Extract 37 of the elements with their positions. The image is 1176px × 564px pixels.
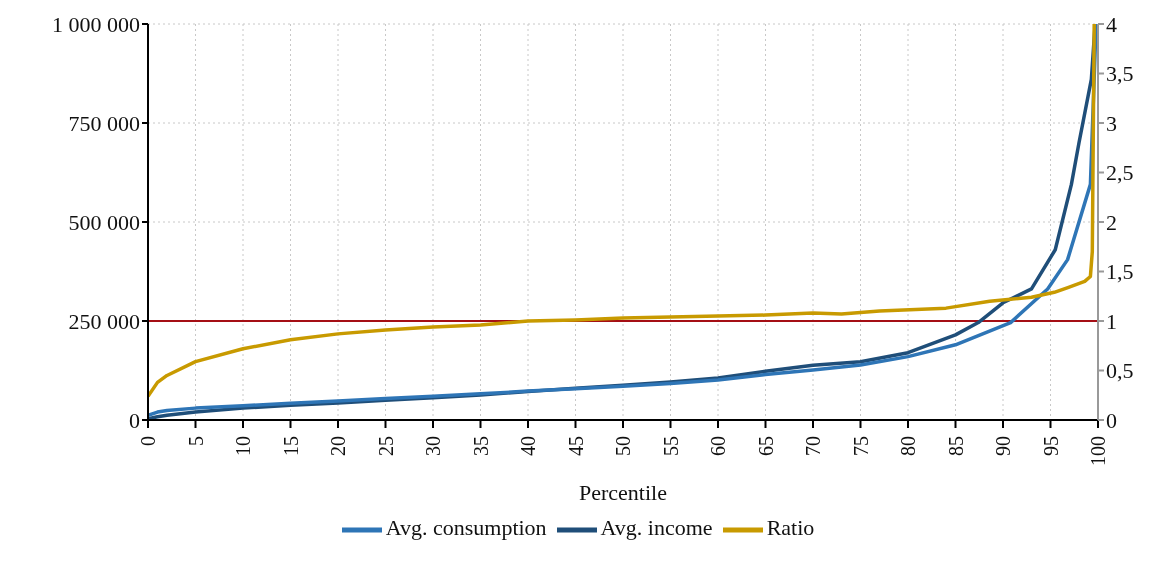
x-tick-label: 50 (612, 436, 634, 456)
x-tick-label: 0 (137, 436, 159, 446)
x-tick-label: 35 (469, 436, 492, 456)
x-tick-label: 60 (707, 436, 729, 456)
x-tick-label: 25 (374, 436, 397, 456)
y2-tick-label: 4 (1106, 11, 1117, 37)
x-tick-label: 70 (802, 436, 824, 456)
y-tick-label: 250 000 (68, 308, 140, 334)
y2-tick-label: 2,5 (1106, 160, 1134, 186)
x-tick-label: 40 (517, 436, 539, 456)
y2-tick-label: 1 (1106, 308, 1117, 334)
x-tick-label: 80 (897, 436, 919, 456)
x-tick-label: 75 (849, 436, 872, 456)
x-tick-label: 45 (564, 436, 587, 456)
y2-tick-label: 0,5 (1106, 358, 1134, 384)
x-tick-label: 100 (1087, 436, 1109, 466)
legend-label: Avg. income (600, 515, 713, 541)
y-tick-label: 500 000 (68, 209, 140, 235)
x-tick-label: 65 (754, 436, 777, 456)
y-tick-label: 750 000 (68, 110, 140, 136)
x-tick-label: 85 (944, 436, 967, 456)
x-tick-label: 55 (659, 436, 682, 456)
x-tick-label: 90 (992, 436, 1014, 456)
legend-label: Ratio (766, 515, 815, 541)
x-tick-label: 10 (232, 436, 254, 456)
y-tick-label: 1 000 000 (52, 11, 140, 37)
x-tick-label: 5 (184, 436, 207, 446)
y2-tick-label: 1,5 (1106, 259, 1134, 285)
x-tick-label: 95 (1039, 436, 1062, 456)
y2-tick-label: 2 (1106, 209, 1117, 235)
x-tick-label: 30 (422, 436, 444, 456)
x-tick-label: 15 (279, 436, 302, 456)
x-tick-label: 20 (327, 436, 349, 456)
y2-tick-label: 3 (1106, 110, 1117, 136)
x-axis-title: Percentile (579, 480, 667, 505)
y2-tick-label: 3,5 (1106, 61, 1134, 87)
legend-label: Avg. consumption (385, 515, 547, 541)
